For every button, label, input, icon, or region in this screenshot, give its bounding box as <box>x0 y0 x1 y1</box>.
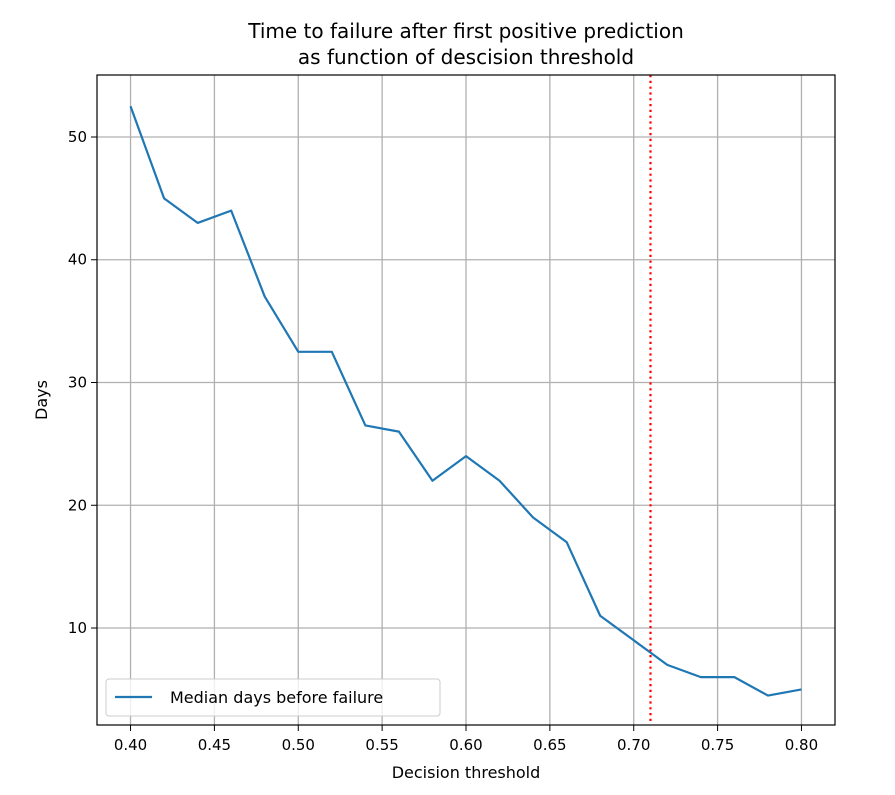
x-tick-label: 0.60 <box>449 736 482 754</box>
y-tick-label: 30 <box>68 374 87 392</box>
grid <box>97 75 835 725</box>
y-axis-label: Days <box>32 380 51 420</box>
x-tick-label: 0.80 <box>785 736 818 754</box>
plot-frame <box>96 74 836 726</box>
x-tick-label: 0.70 <box>617 736 650 754</box>
legend: Median days before failure <box>105 678 441 717</box>
x-tick-label: 0.40 <box>114 736 147 754</box>
y-tick-label: 50 <box>68 128 87 146</box>
chart-title-line-2: as function of descision threshold <box>298 45 634 69</box>
ticks: 0.40 0.45 0.50 0.55 0.60 0.65 0.70 0.75 0.80 10 20… <box>68 128 818 754</box>
x-tick-label: 0.50 <box>282 736 315 754</box>
x-tick-label: 0.75 <box>701 736 734 754</box>
chart-title-line-1: Time to failure after first positive pre… <box>247 19 684 43</box>
legend-box <box>105 678 441 717</box>
x-tick-label: 0.55 <box>365 736 398 754</box>
x-axis-label: Decision threshold <box>392 763 541 782</box>
y-tick-label: 40 <box>68 251 87 269</box>
legend-label: Median days before failure <box>170 688 383 707</box>
y-tick-label: 20 <box>68 496 87 514</box>
x-tick-label: 0.65 <box>533 736 566 754</box>
x-tick-label: 0.45 <box>198 736 231 754</box>
y-tick-label: 10 <box>68 619 87 637</box>
series <box>129 75 802 725</box>
